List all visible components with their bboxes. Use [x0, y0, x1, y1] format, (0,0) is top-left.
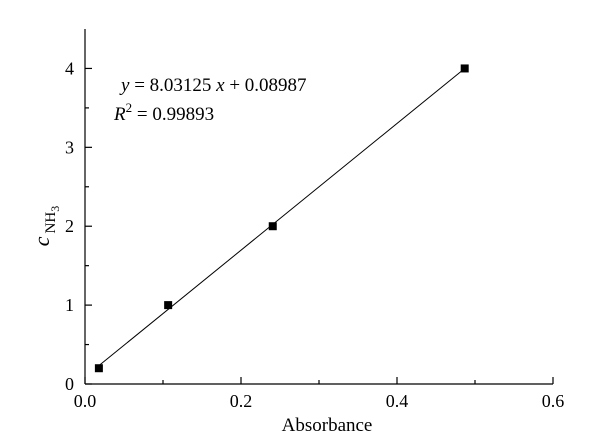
- y-tick-label: 0: [65, 374, 74, 394]
- x-axis-title: Absorbance: [282, 415, 373, 436]
- equation-x-var: x: [215, 75, 225, 96]
- x-tick-label: 0.2: [230, 391, 253, 411]
- data-point: [94, 364, 103, 373]
- x-tick-label: 0.6: [542, 391, 565, 411]
- equation-annotation: y = 8.03125 x + 0.08987: [119, 75, 307, 96]
- r-squared-exponent: 2: [126, 100, 133, 115]
- fit-line: [98, 68, 466, 367]
- data-point: [268, 222, 277, 231]
- ticks: 0.0 0.2 0.4 0.6 0 1 2 3 4: [65, 58, 564, 411]
- equation-intercept: + 0.08987: [225, 75, 307, 96]
- data-point: [164, 301, 173, 310]
- y-tick-label: 2: [65, 216, 74, 236]
- y-tick-label: 3: [65, 137, 74, 157]
- r-squared-annotation: R2 = 0.99893: [113, 100, 214, 125]
- y-axis-title-subscript: NH: [43, 212, 59, 234]
- equation-y-var: y: [119, 75, 130, 96]
- y-axis-title-subsubscript: 3: [48, 206, 62, 212]
- y-axis-title-base: c: [29, 236, 54, 246]
- data-points: [94, 64, 469, 373]
- y-tick-label: 4: [65, 58, 74, 78]
- r-squared-var: R: [113, 104, 126, 125]
- y-tick-label: 1: [65, 295, 74, 315]
- y-axis-title: c NH3: [29, 206, 62, 246]
- x-tick-label: 0.0: [74, 391, 97, 411]
- equation-slope: = 8.03125: [129, 75, 216, 96]
- data-point: [460, 64, 469, 73]
- r-squared-value: = 0.99893: [132, 104, 214, 125]
- x-tick-label: 0.4: [386, 391, 409, 411]
- fit-line-group: [98, 68, 466, 367]
